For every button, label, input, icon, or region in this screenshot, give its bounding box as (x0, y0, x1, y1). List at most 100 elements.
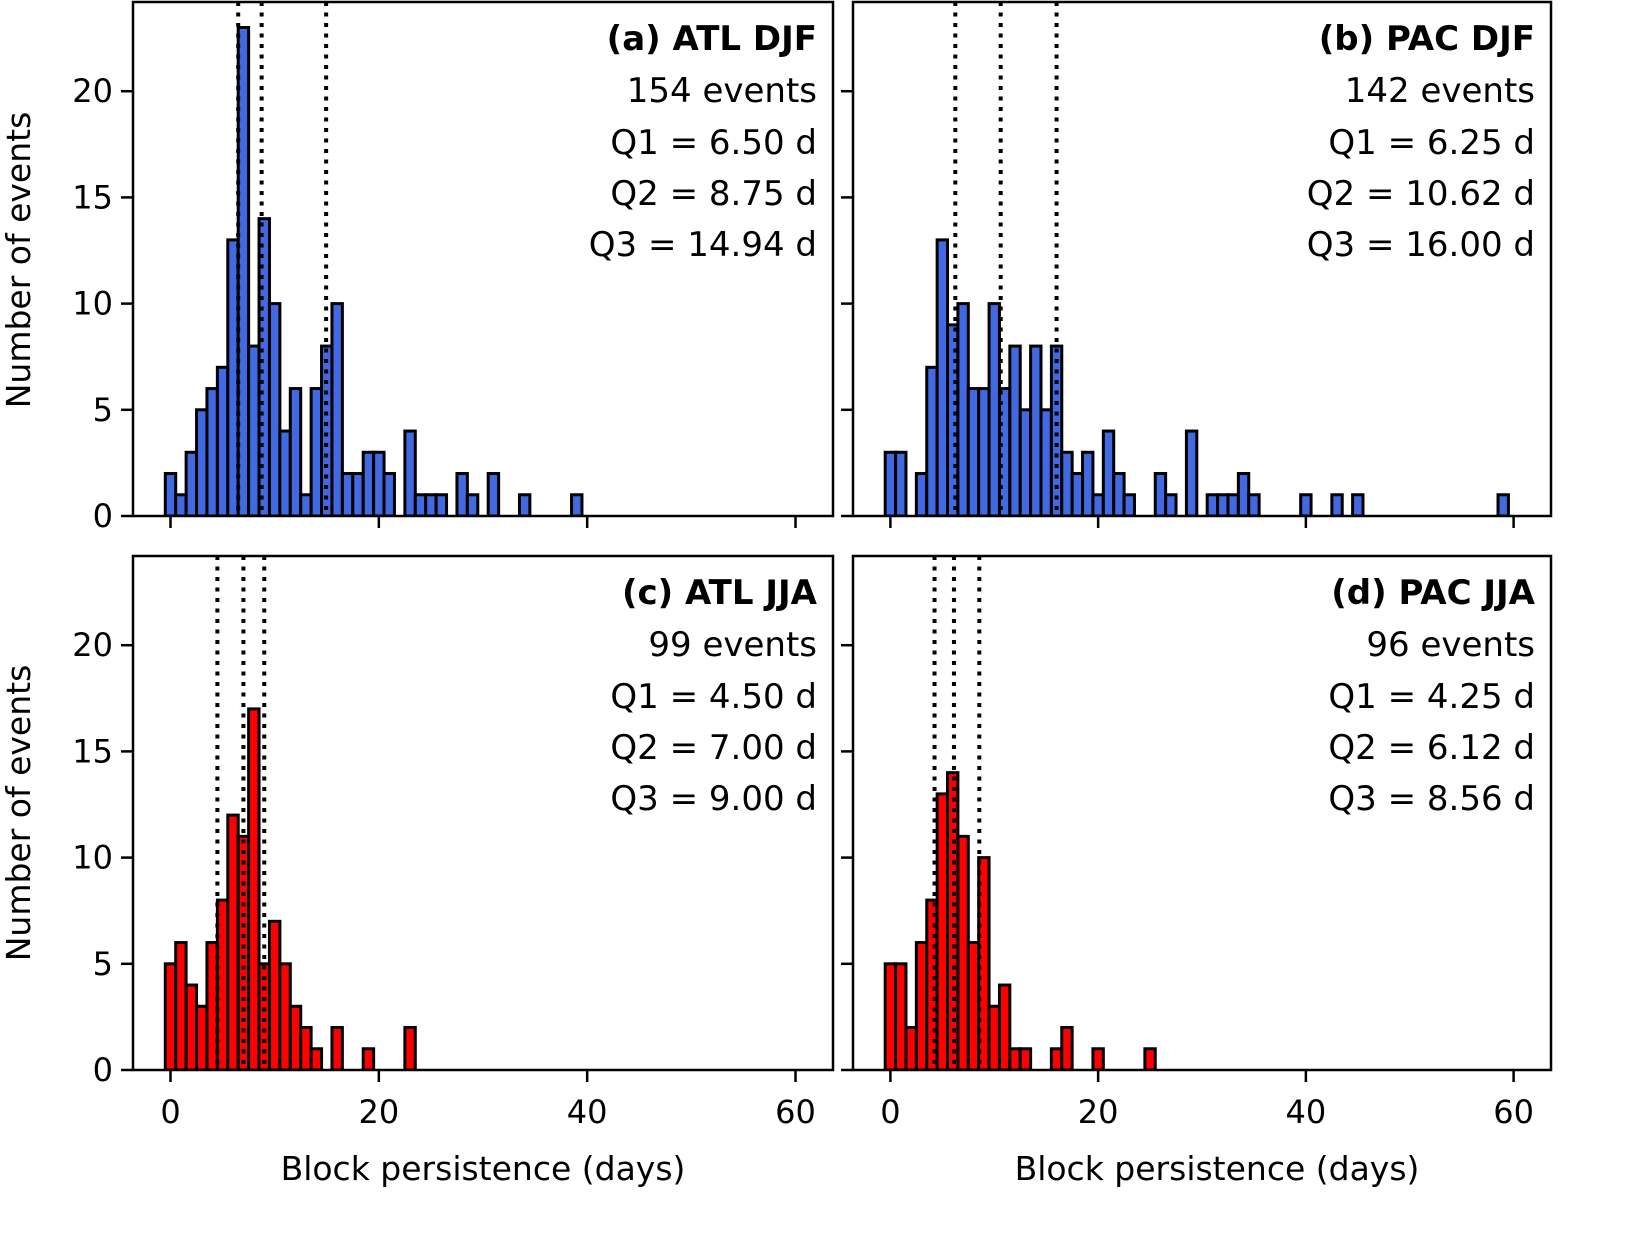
histogram-bar (946, 771, 960, 1070)
x-tick-label: 40 (567, 1093, 608, 1131)
histogram-bar (361, 450, 376, 516)
x-tick-label: 0 (880, 1093, 900, 1131)
y-axis-label-top: Number of events (0, 112, 38, 409)
y-tick-label: 15 (72, 732, 113, 770)
y-axis-label-bottom: Number of events (0, 665, 38, 962)
histogram-bar (174, 493, 188, 516)
histogram-bar (267, 302, 282, 516)
histogram-bar (163, 472, 178, 516)
panel-d: 0 20 40 60 (d) PAC JJA 96 events Q1 = 4.25 d Q2… (841, 554, 1553, 1131)
events-count-label: 154 events (627, 71, 817, 111)
histogram-bar (174, 941, 188, 1070)
panel-title: (b) PAC DJF (1319, 19, 1535, 59)
quartile-label-q3: Q3 = 14.94 d (589, 225, 817, 265)
y-tick-label: 20 (72, 72, 113, 110)
quartile-label-q1: Q1 = 6.50 d (610, 123, 817, 163)
histogram-bar (1091, 493, 1105, 516)
histogram-bar (1091, 1047, 1105, 1070)
histogram-bar (236, 25, 251, 516)
histogram-bar (987, 302, 1001, 516)
histogram-bar (309, 387, 324, 516)
plot-area (883, 2, 1510, 516)
histogram-bar (288, 1004, 303, 1070)
histogram-bar (517, 493, 532, 516)
histogram-bar (1101, 429, 1116, 516)
histogram-bar (987, 1004, 1001, 1070)
histogram-bar (894, 962, 908, 1070)
histogram-bar (195, 408, 209, 516)
panel-title: (c) ATL JJA (622, 573, 818, 613)
histogram-bar (1247, 493, 1261, 516)
histogram-bar (883, 450, 898, 516)
histogram-bar (935, 238, 950, 516)
histogram-bar (1039, 408, 1053, 516)
histogram-bar (1008, 1047, 1022, 1070)
histogram-bar (1153, 472, 1168, 516)
x-tick-label: 0 (160, 1093, 180, 1131)
y-tick-label: 10 (72, 839, 113, 877)
y-tick-label: 0 (93, 497, 113, 535)
quartile-label-q2: Q2 = 8.75 d (610, 174, 817, 214)
y-tick-label: 10 (72, 285, 113, 323)
histogram-bar (465, 493, 480, 516)
histogram-bar (570, 493, 584, 516)
y-tick-label: 0 (93, 1051, 113, 1089)
histogram-bar (247, 344, 261, 516)
histogram-bar (1060, 1026, 1074, 1070)
histogram-bar (935, 792, 950, 1070)
histogram-bar (977, 856, 991, 1070)
x-tick-label: 20 (1078, 1093, 1119, 1131)
histogram-bar (288, 387, 303, 516)
histogram-bar (299, 1026, 313, 1070)
panel-a: 0 5 10 15 20 (a) ATL DJF 154 events Q1 = 6.50 d… (72, 0, 835, 535)
histogram-bar (299, 493, 313, 516)
histogram-bar (372, 450, 386, 516)
histogram-bar (163, 962, 178, 1070)
events-count-label: 96 events (1366, 625, 1535, 665)
panel-c: 0 20 40 60 0 5 10 15 20 (c) ATL JJA 99 events Q1 = … (72, 554, 835, 1131)
histogram-bar (966, 941, 981, 1070)
histogram-bar (1236, 472, 1251, 516)
histogram-bar (247, 707, 261, 1070)
histogram-bar (330, 1026, 344, 1070)
axes-frame (131, 0, 835, 518)
panel-title: (d) PAC JJA (1331, 573, 1535, 613)
histogram-bar (382, 472, 396, 516)
histogram-bar (340, 472, 355, 516)
histogram-bar (195, 1004, 209, 1070)
histogram-bar (1205, 493, 1220, 516)
x-tick-label: 60 (775, 1093, 816, 1131)
histogram-bar (1351, 493, 1365, 516)
histogram-bar (486, 472, 501, 516)
histogram-bar (1112, 472, 1126, 516)
histogram-bar (1226, 493, 1240, 516)
panel-title: (a) ATL DJF (607, 19, 817, 59)
histogram-bar (1299, 493, 1313, 516)
histogram-bar (215, 365, 230, 516)
histogram-bar (1049, 1047, 1064, 1070)
histogram-bar (403, 1026, 417, 1070)
histogram-bar (1018, 1047, 1033, 1070)
quartile-label-q1: Q1 = 6.25 d (1328, 123, 1535, 163)
quartile-label-q2: Q2 = 6.12 d (1328, 728, 1535, 768)
histogram-bar (1070, 472, 1085, 516)
histogram-bar (184, 983, 199, 1070)
histogram-bar (278, 429, 292, 516)
quartile-label-q1: Q1 = 4.25 d (1328, 677, 1535, 717)
histogram-bar (904, 1026, 918, 1070)
x-axis-label-left: Block persistence (days) (281, 1149, 686, 1188)
histogram-bar (309, 1047, 324, 1070)
x-axis-label-right: Block persistence (days) (1015, 1149, 1420, 1188)
events-count-label: 99 events (648, 625, 817, 665)
axes-frame (851, 554, 1553, 1072)
axes-frame (851, 0, 1553, 518)
panel-b: (b) PAC DJF 142 events Q1 = 6.25 d Q2 = 10.… (841, 0, 1553, 528)
histogram-bar (1081, 450, 1095, 516)
histogram-bar (1164, 493, 1178, 516)
plot-area (883, 556, 1157, 1070)
histogram-bar (925, 365, 939, 516)
histogram-bar (1060, 450, 1074, 516)
y-tick-label: 15 (72, 178, 113, 216)
y-tick-label: 5 (93, 945, 113, 983)
